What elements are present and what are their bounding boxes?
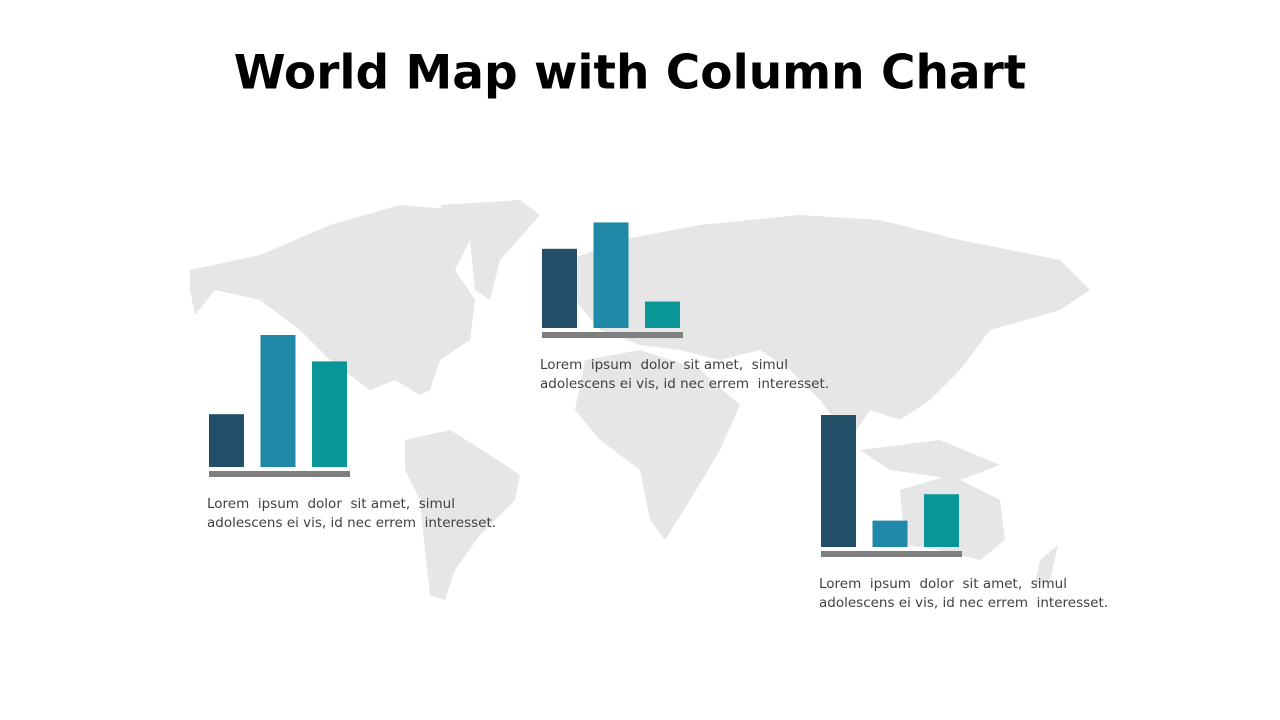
bar	[542, 248, 577, 328]
bar	[312, 361, 347, 467]
baseline	[542, 332, 683, 338]
description: adolescens ei vis, id nec errem interess…	[819, 595, 1108, 611]
description: Lorem ipsum dolor sit amet, simul	[207, 496, 455, 512]
bar	[872, 520, 908, 547]
bar	[209, 414, 244, 467]
baseline	[821, 551, 962, 557]
bar	[593, 222, 629, 328]
bar	[821, 415, 856, 547]
description: Lorem ipsum dolor sit amet, simul	[540, 357, 788, 373]
description: adolescens ei vis, id nec errem interess…	[207, 515, 496, 531]
bar	[645, 301, 680, 328]
bar	[924, 494, 959, 547]
description: adolescens ei vis, id nec errem interess…	[540, 376, 829, 392]
description: Lorem ipsum dolor sit amet, simul	[819, 576, 1067, 592]
bar	[260, 335, 296, 467]
title: World Map with Column Chart	[234, 46, 1027, 101]
baseline	[209, 471, 350, 477]
